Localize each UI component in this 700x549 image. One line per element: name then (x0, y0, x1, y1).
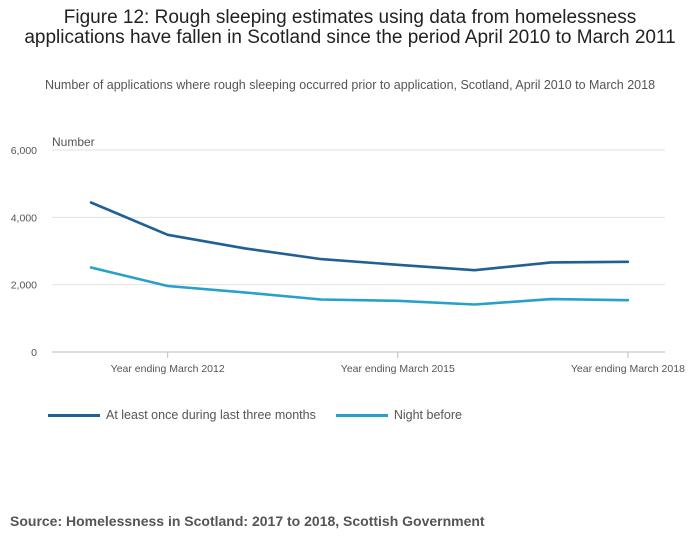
x-tick-label: Year ending March 2012 (111, 363, 225, 375)
y-axis-label: Number (52, 135, 95, 149)
legend-label-three-months: At least once during last three months (106, 408, 316, 422)
legend-item-night-before[interactable]: Night before (335, 408, 462, 422)
y-tick-label: 0 (31, 347, 37, 359)
legend-swatch-night-before (335, 413, 388, 417)
legend-item-three-months[interactable]: At least once during last three months (48, 408, 316, 422)
line-chart: 0 2,000 4,000 6,000 Number Year ending Marc… (11, 135, 685, 375)
y-tick-labels: 0 2,000 4,000 6,000 (11, 145, 37, 359)
source-note: Source: Homelessness in Scotland: 2017 t… (10, 513, 485, 529)
y-tick-label: 2,000 (11, 280, 37, 292)
series-line-0[interactable] (89, 201, 630, 272)
x-tick-label: Year ending March 2018 (571, 363, 685, 375)
legend: At least once during last three months N… (48, 408, 482, 422)
series-lines (89, 201, 630, 306)
x-tick-label: Year ending March 2015 (341, 363, 455, 375)
chart-title: Figure 12: Rough sleeping estimates usin… (24, 7, 676, 48)
legend-label-night-before: Night before (393, 408, 462, 422)
series-line-1[interactable] (89, 266, 630, 306)
legend-swatch-three-months (48, 413, 100, 417)
chart-subtitle: Number of applications where rough sleep… (44, 78, 656, 92)
x-axis: Year ending March 2012 Year ending March … (52, 351, 685, 375)
gridlines (52, 149, 665, 286)
y-tick-label: 4,000 (11, 212, 37, 224)
y-tick-label: 6,000 (11, 145, 37, 157)
